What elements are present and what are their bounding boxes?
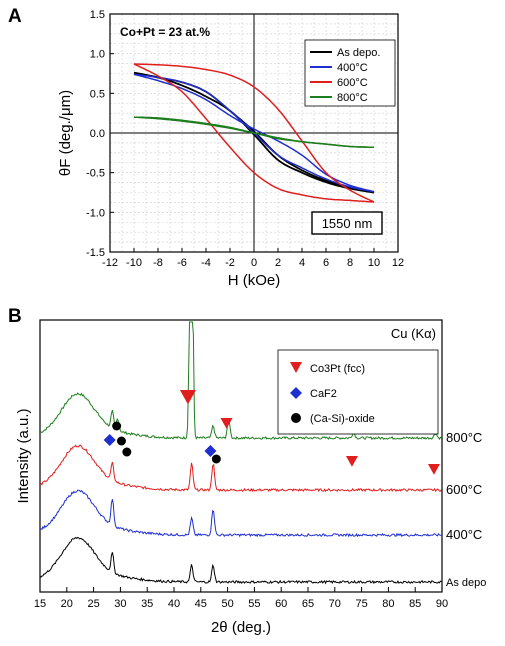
y-axis-label: Intensity (a.u.) bbox=[15, 408, 32, 503]
loop-ascending-2 bbox=[133, 63, 375, 203]
x-tick-label: 70 bbox=[329, 598, 341, 610]
x-tick-label: 45 bbox=[195, 598, 207, 610]
oxide-marker-icon bbox=[211, 454, 221, 464]
x-tick-label: 15 bbox=[34, 598, 46, 610]
legend-label: 400°C bbox=[337, 62, 368, 74]
loop-ascending-0 bbox=[133, 71, 375, 194]
x-tick-label: 35 bbox=[141, 598, 153, 610]
x-axis-label: H (kOe) bbox=[228, 272, 281, 289]
x-tick-label: 4 bbox=[299, 257, 305, 269]
y-tick-label: 1.0 bbox=[90, 49, 105, 61]
y-tick-label: -1.0 bbox=[86, 207, 105, 219]
x-tick-label: 20 bbox=[61, 598, 73, 610]
x-tick-label: 10 bbox=[368, 257, 380, 269]
x-tick-label: -8 bbox=[153, 257, 163, 269]
panel-a-letter: A bbox=[8, 6, 22, 27]
x-axis-label: 2θ (deg.) bbox=[211, 619, 271, 636]
oxide-marker-icon bbox=[116, 436, 126, 446]
x-tick-label: 8 bbox=[347, 257, 353, 269]
caf2-marker-icon bbox=[204, 445, 217, 457]
legend-label: As depo. bbox=[337, 47, 380, 59]
x-tick-label: -10 bbox=[126, 257, 142, 269]
x-tick-label: 90 bbox=[436, 598, 448, 610]
x-tick-label: -4 bbox=[201, 257, 211, 269]
legend-label: (Ca-Si)-oxide bbox=[310, 413, 375, 425]
x-tick-label: 80 bbox=[382, 598, 394, 610]
x-tick-label: 85 bbox=[409, 598, 421, 610]
loop-descending-2 bbox=[134, 63, 375, 203]
legend-diamond-icon bbox=[290, 387, 302, 399]
y-tick-label: 1.5 bbox=[90, 9, 105, 21]
series-label: As depo bbox=[446, 577, 486, 589]
panel-a-hysteresis-chart: -12 -10 -8 -6 -4 -2 0 2 4 6 8 10 12 1.5 1.0 0.5 0.0 -0.5 -… bbox=[57, 9, 404, 289]
co3pt-marker-icon bbox=[427, 464, 440, 475]
caf2-marker-icon bbox=[103, 434, 116, 446]
composition-annotation: Co+Pt = 23 at.% bbox=[120, 25, 210, 39]
co3pt-marker-icon bbox=[345, 456, 358, 467]
x-tick-label: 6 bbox=[323, 257, 329, 269]
x-tick-label: -6 bbox=[177, 257, 187, 269]
source-label: Cu (Kα) bbox=[391, 326, 436, 341]
legend-label: CaF2 bbox=[310, 388, 337, 400]
xrd-pattern-0 bbox=[39, 321, 442, 441]
x-tick-label: -12 bbox=[102, 257, 118, 269]
series-label: 800°C bbox=[446, 430, 482, 445]
xrd-pattern-1 bbox=[39, 444, 442, 493]
legend-triangle-icon bbox=[290, 362, 302, 373]
x-tick-label: 30 bbox=[114, 598, 126, 610]
wavelength-box bbox=[311, 211, 383, 235]
y-tick-label: -1.5 bbox=[86, 247, 105, 259]
y-tick-label: 0.0 bbox=[90, 128, 105, 140]
oxide-marker-icon bbox=[122, 447, 132, 457]
wavelength-label: 1550 nm bbox=[322, 216, 373, 231]
plot-frame bbox=[39, 319, 443, 593]
x-tick-label: 2 bbox=[275, 257, 281, 269]
series-label: 400°C bbox=[446, 527, 482, 542]
x-tick-label: 12 bbox=[392, 257, 404, 269]
y-tick-label: -0.5 bbox=[86, 168, 105, 180]
x-tick-label: -2 bbox=[225, 257, 235, 269]
legend-label: 600°C bbox=[337, 77, 368, 89]
x-tick-label: 40 bbox=[168, 598, 180, 610]
oxide-marker-icon bbox=[112, 421, 122, 431]
x-tick-label: 25 bbox=[87, 598, 99, 610]
co3pt-marker-icon bbox=[220, 418, 233, 429]
xrd-pattern-3 bbox=[39, 536, 442, 585]
xrd-pattern-2 bbox=[39, 489, 442, 538]
x-tick-label: 55 bbox=[248, 598, 260, 610]
legend-label: 800°C bbox=[337, 92, 368, 104]
panel-b-letter: B bbox=[8, 306, 22, 327]
series-label: 600°C bbox=[446, 482, 482, 497]
x-tick-label: 65 bbox=[302, 598, 314, 610]
co3pt-marker-icon bbox=[179, 390, 196, 405]
y-tick-label: 0.5 bbox=[90, 88, 105, 100]
panel-b-xrd-chart: 15 20 25 30 35 40 45 50 55 60 65 70 75 80 85 90 2θ (deg.… bbox=[15, 319, 486, 636]
y-axis-label: θF (deg./μm) bbox=[57, 90, 74, 176]
loop-ascending-3 bbox=[133, 116, 375, 149]
x-tick-label: 60 bbox=[275, 598, 287, 610]
x-tick-label: 0 bbox=[251, 257, 257, 269]
legend-box bbox=[277, 349, 439, 435]
legend-circle-icon bbox=[291, 413, 301, 423]
legend-label: Co3Pt (fcc) bbox=[310, 363, 365, 375]
x-tick-label: 75 bbox=[355, 598, 367, 610]
x-tick-label: 50 bbox=[221, 598, 233, 610]
